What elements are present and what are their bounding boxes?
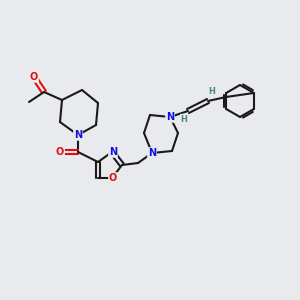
Text: O: O: [56, 147, 64, 157]
Text: N: N: [166, 112, 174, 122]
Text: O: O: [109, 173, 117, 183]
Text: H: H: [181, 115, 188, 124]
Text: N: N: [148, 148, 156, 158]
Text: H: H: [208, 88, 215, 97]
Text: N: N: [74, 130, 82, 140]
Text: O: O: [30, 72, 38, 82]
Text: N: N: [109, 147, 117, 157]
